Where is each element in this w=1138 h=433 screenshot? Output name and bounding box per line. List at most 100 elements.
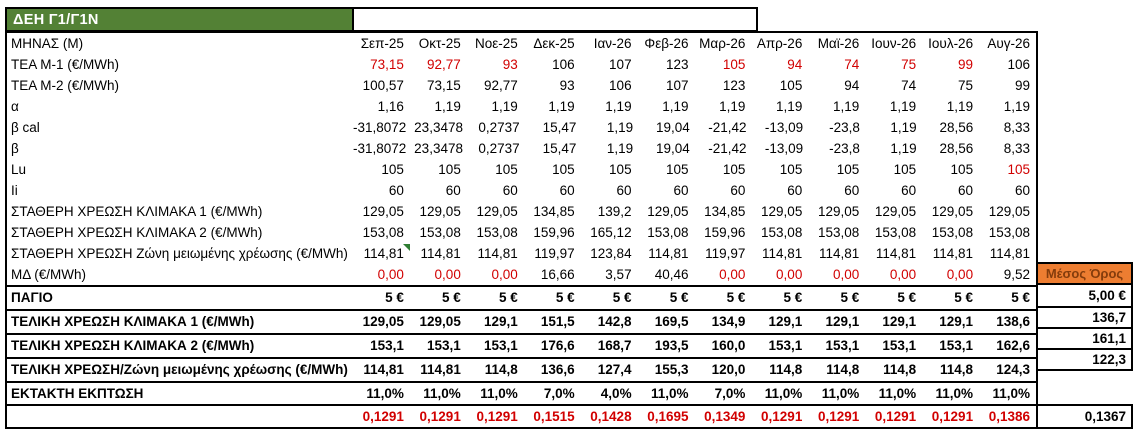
average-unit-rate-cell[interactable]: 0,1367 bbox=[1036, 404, 1133, 429]
cell-tea-m2-7[interactable]: 105 bbox=[779, 78, 803, 93]
cell-months-header-0[interactable]: Σεπ-25 bbox=[360, 36, 404, 51]
cell-final-charge-reduced-zone-11[interactable]: 124,3 bbox=[996, 362, 1030, 377]
cell-fixed-charge-scale-2-1[interactable]: 153,08 bbox=[419, 225, 461, 240]
sheet-title-cell[interactable]: ΔΕΗ Γ1/Γ1Ν bbox=[7, 9, 354, 30]
cell-ii-0[interactable]: 60 bbox=[388, 183, 404, 198]
cell-beta-cal-7[interactable]: -13,09 bbox=[764, 120, 804, 135]
cell-final-charge-scale-1-4[interactable]: 142,8 bbox=[597, 314, 632, 329]
average-final-reduced-zone-cell[interactable]: 122,3 bbox=[1036, 348, 1133, 371]
cell-final-charge-scale-2-0[interactable]: 153,1 bbox=[370, 338, 404, 353]
cell-months-header-3[interactable]: Δεκ-25 bbox=[533, 36, 575, 51]
cell-beta-8[interactable]: -23,8 bbox=[829, 141, 860, 156]
cell-md-5[interactable]: 40,46 bbox=[654, 267, 689, 282]
cell-unit-rate-8[interactable]: 0,1291 bbox=[817, 409, 860, 424]
cell-fixed-charge-scale-2-8[interactable]: 153,08 bbox=[817, 225, 860, 240]
cell-final-charge-reduced-zone-2[interactable]: 114,8 bbox=[484, 362, 518, 377]
cell-extraordinary-discount-3[interactable]: 7,0% bbox=[543, 386, 575, 401]
cell-tea-m2-4[interactable]: 106 bbox=[609, 78, 632, 93]
cell-ii-8[interactable]: 60 bbox=[844, 183, 860, 198]
cell-unit-rate-7[interactable]: 0,1291 bbox=[761, 409, 803, 424]
cell-ii-5[interactable]: 60 bbox=[673, 183, 689, 198]
cell-tea-m2-10[interactable]: 75 bbox=[958, 78, 974, 93]
cell-fixed-charge-reduced-zone-1[interactable]: 114,81 bbox=[420, 246, 461, 261]
cell-ii-9[interactable]: 60 bbox=[901, 183, 917, 198]
cell-md-8[interactable]: 0,00 bbox=[832, 267, 860, 282]
cell-ii-10[interactable]: 60 bbox=[958, 183, 974, 198]
cell-alpha-10[interactable]: 1,19 bbox=[946, 99, 974, 114]
cell-pagio-8[interactable]: 5 € bbox=[840, 290, 860, 305]
cell-beta-cal-11[interactable]: 8,33 bbox=[1003, 120, 1030, 135]
cell-extraordinary-discount-4[interactable]: 4,0% bbox=[600, 386, 632, 401]
cell-extraordinary-discount-2[interactable]: 11,0% bbox=[480, 386, 518, 401]
cell-final-charge-scale-2-2[interactable]: 153,1 bbox=[483, 338, 518, 353]
cell-beta-cal-2[interactable]: 0,2737 bbox=[478, 120, 520, 135]
row-label-pagio[interactable]: ΠΑΓΙΟ bbox=[11, 290, 53, 305]
cell-beta-cal-10[interactable]: 28,56 bbox=[939, 120, 974, 135]
cell-alpha-1[interactable]: 1,19 bbox=[434, 99, 461, 114]
cell-tea-m1-7[interactable]: 94 bbox=[787, 57, 803, 72]
cell-md-0[interactable]: 0,00 bbox=[377, 267, 404, 282]
cell-unit-rate-4[interactable]: 0,1428 bbox=[590, 409, 632, 424]
cell-final-charge-scale-1-9[interactable]: 129,1 bbox=[882, 314, 917, 329]
cell-extraordinary-discount-10[interactable]: 11,0% bbox=[935, 386, 974, 401]
row-label-final-charge-scale-2[interactable]: ΤΕΛΙΚΗ ΧΡΕΩΣΗ ΚΛΙΜΑΚΑ 2 (€/MWh) bbox=[11, 338, 255, 353]
cell-alpha-11[interactable]: 1,19 bbox=[1003, 99, 1030, 114]
cell-lu-4[interactable]: 105 bbox=[609, 162, 632, 177]
cell-lu-1[interactable]: 105 bbox=[438, 162, 461, 177]
cell-fixed-charge-scale-2-0[interactable]: 153,08 bbox=[362, 225, 404, 240]
cell-alpha-6[interactable]: 1,19 bbox=[719, 99, 746, 114]
cell-alpha-9[interactable]: 1,19 bbox=[889, 99, 917, 114]
cell-ii-2[interactable]: 60 bbox=[502, 183, 518, 198]
cell-lu-3[interactable]: 105 bbox=[552, 162, 575, 177]
cell-beta-11[interactable]: 8,33 bbox=[1003, 141, 1030, 156]
cell-tea-m1-3[interactable]: 106 bbox=[552, 57, 575, 72]
cell-extraordinary-discount-0[interactable]: 11,0% bbox=[366, 386, 404, 401]
cell-beta-2[interactable]: 0,2737 bbox=[478, 141, 520, 156]
cell-pagio-3[interactable]: 5 € bbox=[555, 290, 575, 305]
cell-months-header-2[interactable]: Νοε-25 bbox=[474, 36, 518, 51]
cell-fixed-charge-scale-2-3[interactable]: 159,96 bbox=[533, 225, 575, 240]
cell-beta-10[interactable]: 28,56 bbox=[939, 141, 974, 156]
cell-tea-m1-0[interactable]: 73,15 bbox=[370, 57, 404, 72]
cell-ii-7[interactable]: 60 bbox=[787, 183, 803, 198]
cell-alpha-7[interactable]: 1,19 bbox=[776, 99, 803, 114]
cell-beta-5[interactable]: 19,04 bbox=[656, 141, 690, 156]
cell-pagio-4[interactable]: 5 € bbox=[612, 290, 632, 305]
cell-months-header-11[interactable]: Αυγ-26 bbox=[987, 36, 1030, 51]
cell-months-header-10[interactable]: Ιουλ-26 bbox=[928, 36, 974, 51]
row-label-tea-m1[interactable]: TEA M-1 (€/MWh) bbox=[11, 57, 120, 72]
row-label-fixed-charge-reduced-zone[interactable]: ΣΤΑΘΕΡΗ ΧΡΕΩΣΗ Ζώνη μειωμένης χρέωσης (€… bbox=[11, 246, 348, 261]
cell-fixed-charge-reduced-zone-0[interactable]: 114,81 bbox=[353, 243, 410, 264]
cell-tea-m1-8[interactable]: 74 bbox=[844, 57, 860, 72]
cell-beta-cal-1[interactable]: 23,3478 bbox=[414, 120, 463, 135]
cell-fixed-charge-reduced-zone-7[interactable]: 114,81 bbox=[762, 246, 803, 261]
cell-tea-m1-11[interactable]: 106 bbox=[1007, 57, 1030, 72]
cell-lu-0[interactable]: 105 bbox=[381, 162, 404, 177]
cell-alpha-4[interactable]: 1,19 bbox=[605, 99, 632, 114]
cell-lu-8[interactable]: 105 bbox=[836, 162, 860, 177]
cell-ii-6[interactable]: 60 bbox=[730, 183, 746, 198]
cell-lu-2[interactable]: 105 bbox=[495, 162, 518, 177]
cell-tea-m2-6[interactable]: 123 bbox=[722, 78, 746, 93]
average-final-scale-2-cell[interactable]: 161,1 bbox=[1036, 327, 1133, 350]
cell-final-charge-scale-1-3[interactable]: 151,5 bbox=[540, 314, 575, 329]
cell-md-9[interactable]: 0,00 bbox=[889, 267, 917, 282]
cell-final-charge-scale-1-1[interactable]: 129,05 bbox=[419, 314, 461, 329]
cell-final-charge-scale-1-0[interactable]: 129,05 bbox=[362, 314, 404, 329]
row-label-months-header[interactable]: ΜΗΝΑΣ (Μ) bbox=[11, 36, 84, 51]
average-column-header[interactable]: Μέσος Όρος bbox=[1036, 262, 1133, 285]
cell-lu-10[interactable]: 105 bbox=[950, 162, 974, 177]
cell-alpha-3[interactable]: 1,19 bbox=[548, 99, 575, 114]
cell-final-charge-reduced-zone-8[interactable]: 114,8 bbox=[826, 362, 860, 377]
cell-tea-m2-1[interactable]: 73,15 bbox=[427, 78, 461, 93]
cell-ii-11[interactable]: 60 bbox=[1014, 183, 1030, 198]
cell-alpha-2[interactable]: 1,19 bbox=[491, 99, 518, 114]
cell-final-charge-reduced-zone-7[interactable]: 114,8 bbox=[769, 362, 803, 377]
cell-tea-m1-5[interactable]: 123 bbox=[665, 57, 689, 72]
cell-ii-1[interactable]: 60 bbox=[445, 183, 461, 198]
row-label-beta[interactable]: β bbox=[11, 141, 19, 156]
cell-unit-rate-1[interactable]: 0,1291 bbox=[419, 409, 461, 424]
cell-fixed-charge-scale-2-11[interactable]: 153,08 bbox=[988, 225, 1030, 240]
cell-tea-m1-6[interactable]: 105 bbox=[722, 57, 746, 72]
cell-beta-cal-3[interactable]: 15,47 bbox=[542, 120, 577, 135]
